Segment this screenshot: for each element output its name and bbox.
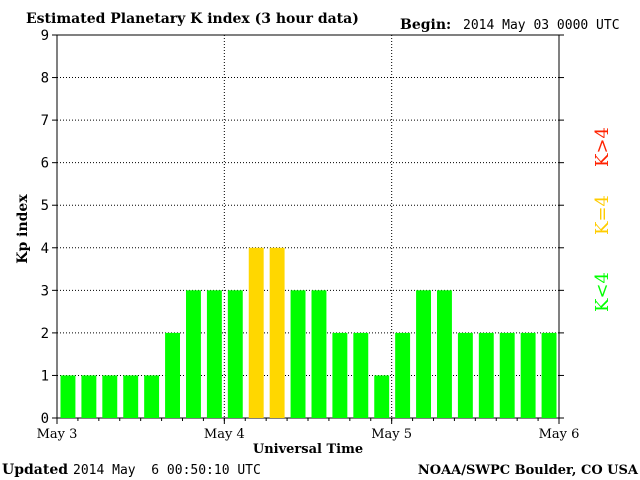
y-tick-label: 1 <box>41 368 49 384</box>
kp-bar <box>227 290 243 418</box>
kp-bar <box>395 332 411 418</box>
kp-bar <box>457 332 473 418</box>
updated-label: Updated <box>2 462 68 478</box>
kp-bar <box>144 375 160 418</box>
y-tick-label: 7 <box>41 113 49 129</box>
kp-bar <box>520 332 536 418</box>
source-credit: NOAA/SWPC Boulder, CO USA <box>418 463 639 478</box>
kp-bar <box>81 375 97 418</box>
kp-bar <box>541 332 557 418</box>
x-axis-label: Universal Time <box>253 442 363 457</box>
kp-bar <box>248 247 264 418</box>
kp-bar <box>353 332 369 418</box>
kp-bar <box>499 332 515 418</box>
x-tick-label: May 5 <box>371 427 412 442</box>
legend: K<4 K=4 K>4 <box>592 127 613 312</box>
y-tick-label: 6 <box>41 156 49 172</box>
y-tick-label: 4 <box>41 241 49 257</box>
kp-bar <box>290 290 306 418</box>
kp-bar <box>416 290 431 418</box>
kp-bar <box>332 332 348 418</box>
kp-bar <box>165 332 180 418</box>
kp-bar <box>60 375 76 418</box>
x-tick-label: May 3 <box>37 427 78 442</box>
y-tick-label: 8 <box>41 71 49 87</box>
plot-area: 0 1 2 3 4 5 6 7 8 9 May 3 May 4 May 5 May 6 <box>37 28 580 442</box>
kp-bar <box>102 375 118 418</box>
kp-bar <box>478 332 494 418</box>
kp-bar <box>123 375 139 418</box>
updated-value: 2014 May 6 00:50:10 UTC <box>73 463 261 478</box>
begin-value: 2014 May 03 0000 UTC <box>463 18 620 33</box>
kp-bar <box>186 290 201 418</box>
legend-label: K>4 <box>592 127 613 167</box>
y-tick-label: 2 <box>41 326 49 342</box>
x-tick-label: May 6 <box>539 427 580 442</box>
y-axis-label: Kp index <box>15 194 31 264</box>
legend-label: K=4 <box>592 195 613 235</box>
legend-label: K<4 <box>592 272 613 312</box>
kp-bar <box>437 290 452 418</box>
kp-bar <box>206 290 222 418</box>
kp-bar <box>374 375 390 418</box>
y-tick-label: 3 <box>41 283 49 299</box>
y-tick-label: 9 <box>41 28 49 44</box>
y-tick-label: 0 <box>41 411 49 427</box>
kp-bar <box>311 290 327 418</box>
x-tick-label: May 4 <box>204 427 245 442</box>
y-tick-label: 5 <box>41 198 49 214</box>
chart-title: Estimated Planetary K index (3 hour data… <box>26 11 359 27</box>
begin-label: Begin: <box>400 17 451 33</box>
kp-bar <box>269 247 285 418</box>
